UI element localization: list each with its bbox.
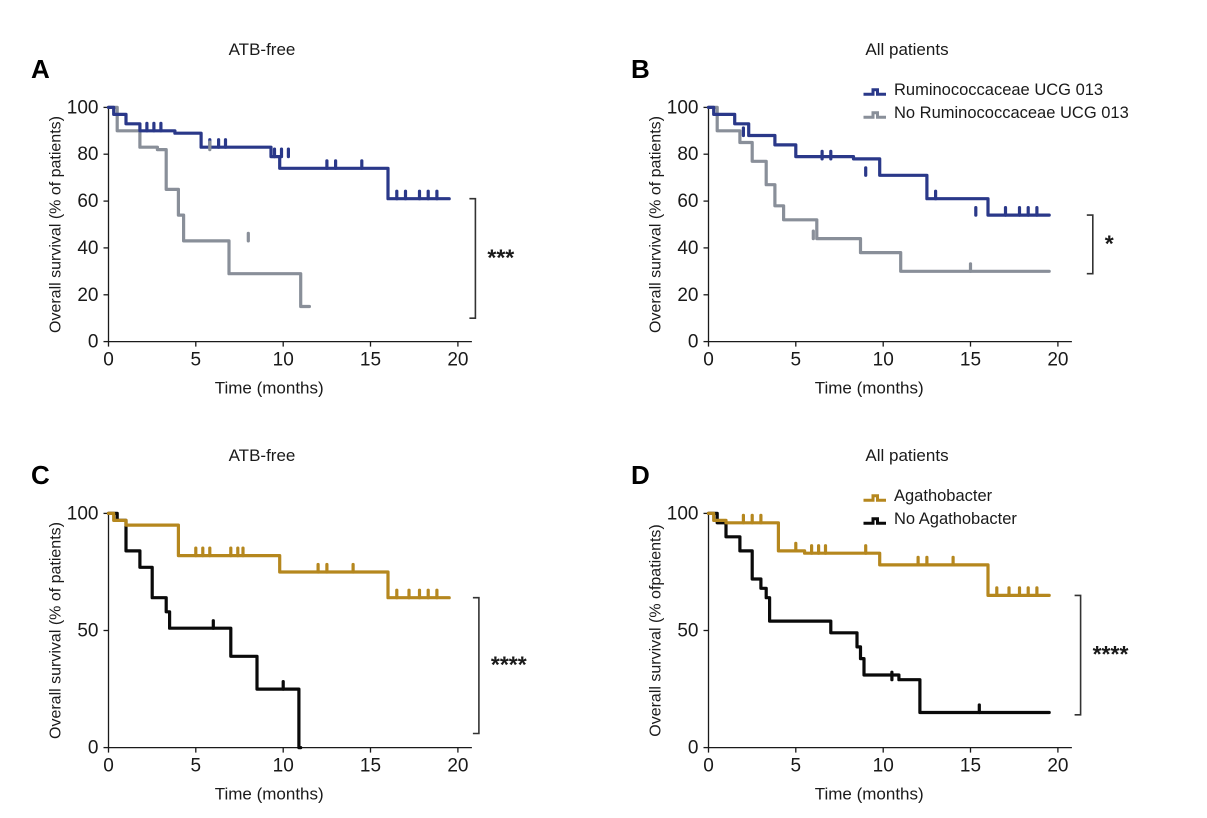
svg-text:5: 5 xyxy=(791,350,802,371)
svg-text:Overall survival (% of patient: Overall survival (% of patients) xyxy=(48,522,65,739)
svg-text:***: *** xyxy=(487,245,514,271)
svg-text:40: 40 xyxy=(77,238,98,259)
svg-text:0: 0 xyxy=(688,738,699,759)
svg-text:Time (months): Time (months) xyxy=(215,379,324,398)
svg-text:50: 50 xyxy=(77,621,98,642)
svg-text:Overall survival (% of patient: Overall survival (% of patients) xyxy=(48,116,65,333)
svg-text:Overall survival (% of patient: Overall survival (% of patients) xyxy=(648,116,665,333)
svg-text:20: 20 xyxy=(447,350,468,371)
svg-text:10: 10 xyxy=(873,350,894,371)
svg-text:100: 100 xyxy=(67,503,99,524)
svg-text:*: * xyxy=(1105,230,1114,256)
svg-text:All patients: All patients xyxy=(865,446,948,465)
svg-text:No Ruminococcaceae UCG 013: No Ruminococcaceae UCG 013 xyxy=(894,104,1129,122)
svg-text:50: 50 xyxy=(677,621,698,642)
svg-text:80: 80 xyxy=(677,144,698,165)
svg-text:15: 15 xyxy=(960,756,981,777)
svg-text:Time (months): Time (months) xyxy=(215,785,324,804)
svg-text:15: 15 xyxy=(960,350,981,371)
svg-text:10: 10 xyxy=(273,350,294,371)
svg-text:100: 100 xyxy=(67,97,99,118)
svg-text:****: **** xyxy=(1093,641,1129,667)
svg-text:40: 40 xyxy=(677,238,698,259)
svg-text:60: 60 xyxy=(677,191,698,212)
svg-text:****: **** xyxy=(491,652,527,678)
svg-text:60: 60 xyxy=(77,191,98,212)
svg-text:20: 20 xyxy=(1047,756,1068,777)
svg-text:0: 0 xyxy=(103,350,114,371)
svg-text:Overall survival (% ofpatients: Overall survival (% ofpatients) xyxy=(648,524,665,737)
svg-text:100: 100 xyxy=(667,503,699,524)
svg-text:Time (months): Time (months) xyxy=(815,379,924,398)
svg-text:Time (months): Time (months) xyxy=(815,785,924,804)
svg-text:0: 0 xyxy=(88,738,99,759)
svg-text:B: B xyxy=(631,54,650,84)
svg-text:0: 0 xyxy=(703,350,714,371)
svg-text:15: 15 xyxy=(360,350,381,371)
svg-text:10: 10 xyxy=(873,756,894,777)
svg-text:5: 5 xyxy=(791,756,802,777)
svg-text:10: 10 xyxy=(273,756,294,777)
svg-text:A: A xyxy=(31,54,50,84)
svg-text:100: 100 xyxy=(667,97,699,118)
svg-text:0: 0 xyxy=(688,332,699,353)
svg-text:Ruminococcaceae UCG 013: Ruminococcaceae UCG 013 xyxy=(894,81,1103,99)
svg-text:20: 20 xyxy=(677,285,698,306)
svg-text:Agathobacter: Agathobacter xyxy=(894,487,993,505)
svg-text:5: 5 xyxy=(191,350,202,371)
svg-text:0: 0 xyxy=(703,756,714,777)
svg-text:15: 15 xyxy=(360,756,381,777)
svg-text:20: 20 xyxy=(447,756,468,777)
svg-text:D: D xyxy=(631,460,650,490)
svg-text:No Agathobacter: No Agathobacter xyxy=(894,510,1017,528)
svg-text:ATB-free: ATB-free xyxy=(229,446,296,465)
svg-text:ATB-free: ATB-free xyxy=(229,40,296,59)
svg-text:20: 20 xyxy=(1047,350,1068,371)
svg-text:80: 80 xyxy=(77,144,98,165)
svg-text:C: C xyxy=(31,460,50,490)
svg-text:5: 5 xyxy=(191,756,202,777)
svg-text:0: 0 xyxy=(88,332,99,353)
svg-text:0: 0 xyxy=(103,756,114,777)
svg-text:20: 20 xyxy=(77,285,98,306)
svg-text:All patients: All patients xyxy=(865,40,948,59)
